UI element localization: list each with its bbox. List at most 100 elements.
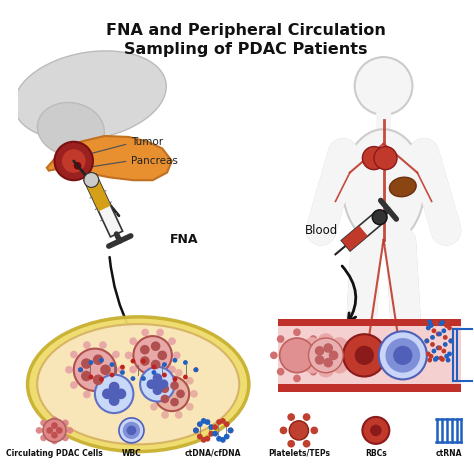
Polygon shape [84, 174, 123, 237]
Circle shape [141, 328, 149, 337]
Circle shape [100, 365, 111, 375]
Circle shape [120, 365, 125, 369]
Circle shape [112, 381, 120, 389]
Circle shape [316, 352, 324, 359]
Circle shape [193, 428, 199, 433]
Circle shape [431, 328, 437, 333]
Circle shape [74, 162, 82, 170]
Circle shape [175, 369, 182, 377]
Circle shape [70, 351, 78, 358]
Circle shape [438, 321, 443, 326]
Circle shape [434, 356, 439, 361]
Polygon shape [341, 226, 368, 251]
Circle shape [140, 345, 150, 355]
Circle shape [428, 323, 434, 328]
Circle shape [141, 374, 149, 382]
Circle shape [433, 320, 438, 325]
Circle shape [277, 368, 284, 375]
Circle shape [303, 413, 310, 421]
Text: WBC: WBC [122, 449, 141, 458]
Circle shape [120, 370, 125, 375]
Circle shape [130, 376, 136, 381]
Circle shape [62, 435, 69, 441]
Circle shape [99, 358, 104, 363]
Circle shape [151, 360, 160, 369]
Circle shape [83, 391, 91, 398]
Circle shape [277, 335, 284, 343]
Circle shape [78, 367, 83, 372]
Circle shape [374, 146, 397, 170]
Circle shape [146, 390, 154, 398]
Circle shape [228, 428, 234, 433]
Circle shape [437, 346, 442, 350]
Circle shape [157, 351, 167, 360]
Circle shape [441, 328, 446, 333]
Circle shape [161, 394, 169, 403]
Circle shape [61, 148, 86, 173]
Circle shape [426, 326, 431, 330]
Circle shape [216, 436, 222, 442]
Circle shape [385, 338, 420, 373]
Circle shape [298, 346, 315, 364]
Circle shape [309, 338, 343, 373]
Circle shape [161, 384, 169, 393]
Circle shape [212, 424, 218, 430]
Circle shape [127, 426, 137, 435]
Ellipse shape [14, 51, 166, 140]
Circle shape [93, 355, 103, 365]
Circle shape [117, 366, 125, 374]
Circle shape [355, 346, 374, 365]
Text: Pancreas: Pancreas [131, 156, 178, 166]
Circle shape [433, 357, 438, 362]
Circle shape [170, 381, 179, 390]
Circle shape [153, 385, 162, 395]
Ellipse shape [37, 102, 104, 156]
Circle shape [123, 422, 140, 439]
Circle shape [161, 411, 169, 419]
Circle shape [444, 354, 449, 359]
Circle shape [43, 419, 66, 442]
Circle shape [111, 391, 117, 397]
Ellipse shape [343, 129, 424, 245]
Bar [278, 384, 461, 392]
Circle shape [186, 403, 194, 410]
Circle shape [153, 374, 162, 383]
Bar [278, 319, 461, 327]
Circle shape [119, 418, 144, 443]
Circle shape [441, 349, 446, 354]
Circle shape [109, 382, 119, 392]
Circle shape [428, 354, 434, 359]
Circle shape [40, 419, 47, 426]
Ellipse shape [27, 317, 249, 452]
Bar [278, 325, 461, 387]
Circle shape [220, 437, 226, 443]
Circle shape [446, 358, 450, 363]
Circle shape [426, 352, 431, 356]
Circle shape [159, 379, 168, 389]
Text: ctRNA: ctRNA [436, 449, 462, 458]
Circle shape [151, 341, 160, 351]
Circle shape [328, 351, 338, 360]
Circle shape [40, 435, 47, 441]
Circle shape [440, 320, 445, 325]
Circle shape [109, 362, 114, 367]
Circle shape [170, 398, 179, 406]
Circle shape [448, 338, 453, 343]
Circle shape [176, 390, 185, 398]
Text: Sampling of PDAC Patients: Sampling of PDAC Patients [124, 42, 368, 57]
Circle shape [430, 342, 435, 347]
Text: Circulating PDAC Cells: Circulating PDAC Cells [6, 449, 103, 458]
Circle shape [150, 403, 158, 410]
Circle shape [447, 352, 452, 356]
Circle shape [146, 379, 156, 389]
Circle shape [224, 434, 229, 439]
Circle shape [436, 346, 440, 350]
Text: Tumor: Tumor [131, 137, 164, 147]
Circle shape [437, 331, 442, 337]
Circle shape [156, 328, 164, 337]
Circle shape [93, 374, 103, 385]
Circle shape [315, 346, 324, 356]
Circle shape [440, 357, 445, 362]
Circle shape [102, 389, 113, 399]
Circle shape [270, 352, 278, 359]
